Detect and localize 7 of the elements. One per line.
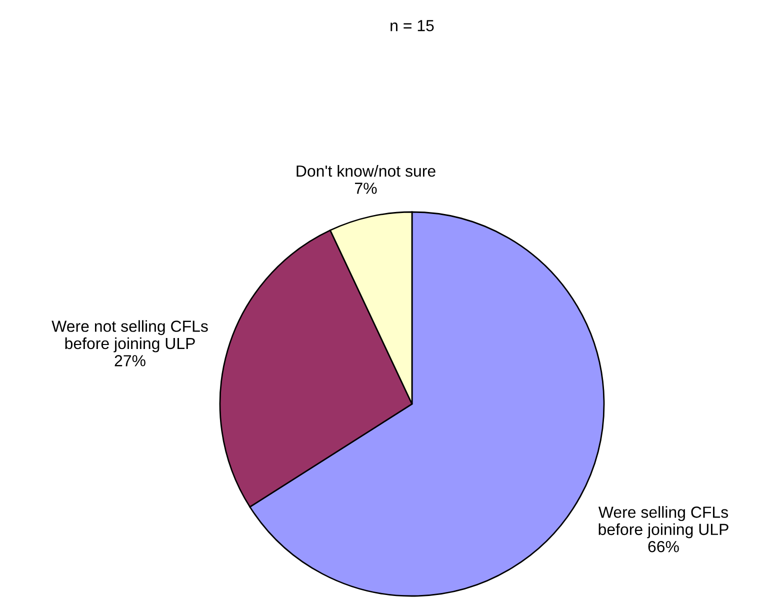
data-label: 27% — [114, 355, 146, 366]
data-label: 66% — [648, 540, 679, 552]
slice-label: Were not selling CFLs before joining ULP — [52, 320, 208, 352]
slice-label: Were selling CFLs before joining ULP — [598, 506, 728, 538]
data-label: 7% — [355, 182, 377, 194]
chart-title: n = 15 — [390, 20, 434, 32]
slice-label: Don't know/not sure — [296, 165, 436, 177]
